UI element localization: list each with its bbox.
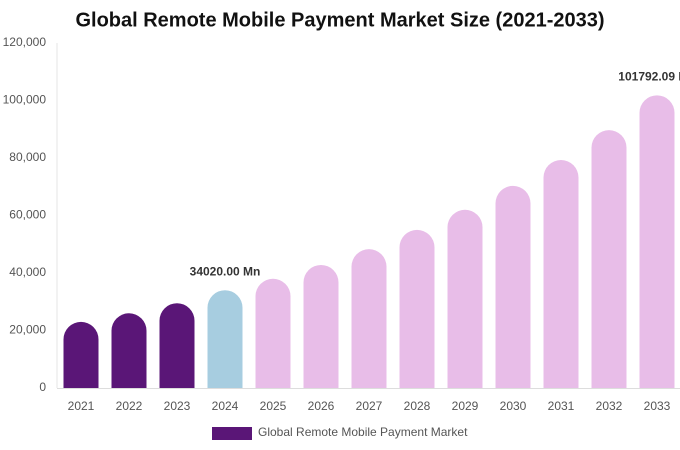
x-tick-label: 2024 [212, 399, 239, 413]
value-label: 34020.00 Mn [190, 264, 261, 278]
bar [399, 229, 435, 388]
y-tick-label: 40,000 [9, 265, 46, 279]
bar [111, 313, 147, 388]
x-tick-label: 2026 [308, 399, 335, 413]
x-tick-label: 2027 [356, 399, 383, 413]
bar [159, 303, 195, 388]
bar [255, 278, 291, 388]
bar [495, 185, 531, 388]
x-tick-label: 2031 [548, 399, 575, 413]
x-tick-label: 2030 [500, 399, 527, 413]
x-tick-label: 2021 [68, 399, 95, 413]
bar [543, 160, 579, 388]
bar [591, 130, 627, 389]
bar [207, 290, 243, 388]
x-tick-label: 2023 [164, 399, 191, 413]
y-tick-label: 100,000 [3, 93, 47, 107]
x-tick-label: 2028 [404, 399, 431, 413]
chart-title: Global Remote Mobile Payment Market Size… [75, 9, 604, 31]
x-tick-label: 2033 [644, 399, 671, 413]
bar [351, 249, 387, 388]
x-tick-label: 2029 [452, 399, 479, 413]
x-tick-label: 2032 [596, 399, 623, 413]
legend-label: Global Remote Mobile Payment Market [258, 425, 468, 439]
y-tick-label: 80,000 [9, 150, 46, 164]
y-tick-label: 20,000 [9, 323, 46, 337]
y-tick-label: 120,000 [3, 35, 47, 49]
bar [303, 264, 339, 388]
y-tick-label: 60,000 [9, 208, 46, 222]
bar [447, 209, 483, 388]
x-tick-label: 2025 [260, 399, 287, 413]
x-tick-label: 2022 [116, 399, 143, 413]
bar [63, 321, 99, 388]
bar [639, 95, 675, 388]
y-tick-label: 0 [39, 380, 46, 394]
legend-swatch [212, 427, 252, 440]
value-label: 101792.09 Mn [618, 70, 680, 84]
